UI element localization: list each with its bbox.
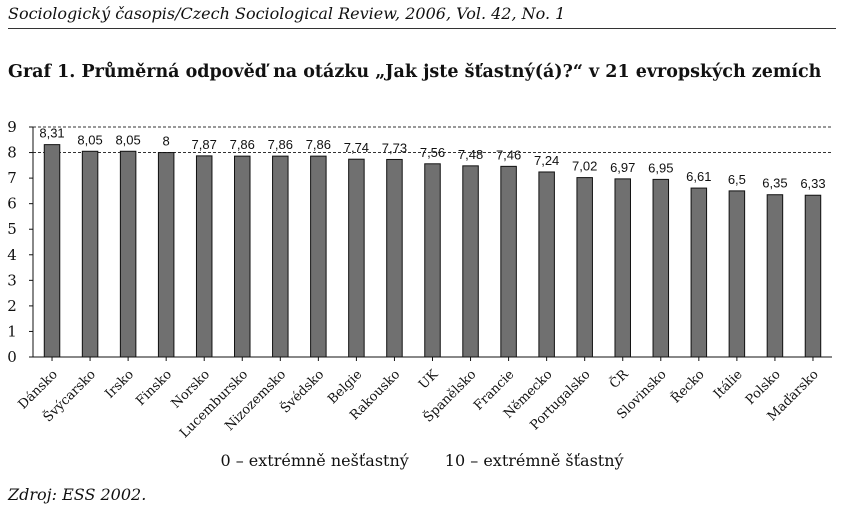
bar-13: [538, 171, 555, 358]
bar-10: [424, 163, 441, 358]
scale-legend: 0 – extrémně nešťastný 10 – extrémně šťas…: [0, 451, 844, 470]
data-label: 7,86: [230, 137, 255, 152]
source-note: Zdroj: ESS 2002.: [8, 485, 147, 504]
data-label: 7,24: [534, 153, 559, 168]
y-tick-label: 3: [7, 271, 17, 289]
data-label: 7,74: [344, 140, 369, 155]
bar-9: [386, 158, 403, 358]
bar-15: [614, 178, 631, 358]
bar-4: [195, 155, 213, 358]
y-tick-label: 4: [7, 246, 17, 264]
bar-14: [576, 177, 593, 358]
x-tick-label: Lucembursko: [177, 367, 251, 441]
data-label: 6,95: [648, 160, 673, 175]
bar-16: [652, 178, 670, 358]
bar-6: [272, 155, 289, 358]
bar-20: [804, 194, 822, 358]
chart-title: Graf 1. Průměrná odpověď na otázku „Jak …: [8, 62, 822, 82]
data-label: 7,87: [192, 137, 217, 152]
data-label: 6,97: [610, 160, 635, 175]
x-tick-label: Itálie: [711, 367, 746, 402]
data-label: 7,56: [420, 145, 445, 160]
data-label: 8,05: [77, 132, 102, 147]
y-tick-label: 1: [7, 322, 17, 340]
journal-header: Sociologický časopis/Czech Sociological …: [8, 4, 836, 29]
bar-18: [728, 190, 746, 358]
data-label: 7,48: [458, 147, 483, 162]
bar-7: [310, 155, 327, 358]
data-label: 8,31: [39, 126, 64, 141]
bar-2: [119, 150, 137, 358]
bar-12: [500, 165, 517, 358]
bar-11: [462, 165, 479, 358]
data-label: 6,61: [686, 169, 711, 184]
bar-5: [234, 155, 251, 358]
x-tick-label: ČR: [606, 365, 633, 392]
x-tick-label: Irsko: [102, 367, 137, 402]
data-label: 7,02: [572, 159, 597, 174]
data-label: 8: [163, 134, 170, 149]
data-label: 7,86: [268, 137, 293, 152]
y-tick-label: 6: [7, 195, 17, 213]
data-label: 8,05: [115, 132, 140, 147]
bar-19: [766, 194, 784, 358]
bar-3: [157, 152, 175, 358]
bar-0: [43, 144, 61, 358]
y-tick-label: 2: [7, 297, 17, 315]
y-tick-label: 7: [7, 169, 17, 187]
legend-low-label: 0 – extrémně nešťastný: [220, 451, 409, 470]
y-tick-label: 9: [7, 118, 17, 136]
data-label: 7,46: [496, 147, 521, 162]
data-label: 6,5: [728, 172, 746, 187]
y-tick-label: 8: [7, 144, 17, 162]
x-tick-label: UK: [416, 367, 441, 392]
bar-1: [81, 150, 99, 358]
bar-8: [348, 158, 365, 358]
legend-high-label: 10 – extrémně šťastný: [444, 451, 624, 470]
bar-17: [690, 187, 708, 358]
y-tick-label: 5: [7, 220, 17, 238]
data-label: 6,35: [762, 176, 787, 191]
x-tick-label: Řecko: [668, 366, 708, 406]
y-tick-label: 0: [7, 348, 17, 366]
data-label: 6,33: [800, 176, 825, 191]
data-label: 7,73: [382, 140, 407, 155]
data-label: 7,86: [306, 137, 331, 152]
